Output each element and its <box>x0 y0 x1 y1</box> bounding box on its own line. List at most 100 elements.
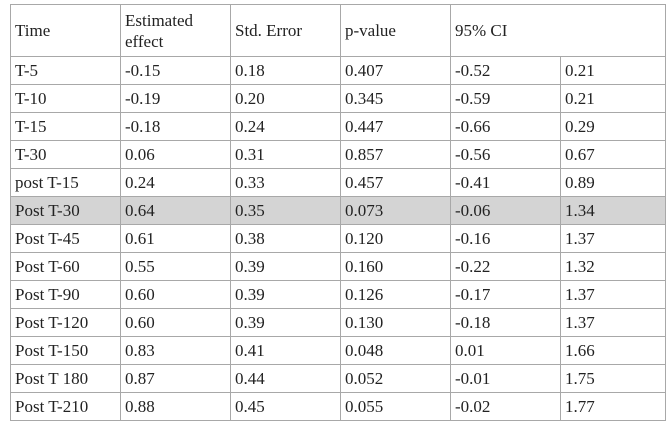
cell-ci-lower: 0.01 <box>450 336 561 365</box>
table-row: T-30 0.06 0.31 0.857 -0.56 0.67 <box>10 140 666 169</box>
cell-time: Post T-45 <box>10 224 121 253</box>
cell-ci-lower: -0.18 <box>450 308 561 337</box>
cell-estimated-effect: -0.19 <box>120 84 231 113</box>
cell-std-error: 0.38 <box>230 224 341 253</box>
cell-std-error: 0.39 <box>230 280 341 309</box>
cell-time: T-30 <box>10 140 121 169</box>
cell-ci-upper: 1.75 <box>560 364 666 393</box>
cell-ci-upper: 1.66 <box>560 336 666 365</box>
cell-ci-upper: 0.21 <box>560 84 666 113</box>
cell-ci-lower: -0.22 <box>450 252 561 281</box>
cell-estimated-effect: 0.06 <box>120 140 231 169</box>
table-row: Post T-30 0.64 0.35 0.073 -0.06 1.34 <box>10 196 666 225</box>
cell-std-error: 0.39 <box>230 308 341 337</box>
cell-estimated-effect: 0.83 <box>120 336 231 365</box>
cell-ci-upper: 0.89 <box>560 168 666 197</box>
cell-ci-upper: 1.37 <box>560 224 666 253</box>
table-row: T-10 -0.19 0.20 0.345 -0.59 0.21 <box>10 84 666 113</box>
cell-estimated-effect: 0.60 <box>120 280 231 309</box>
cell-estimated-effect: 0.64 <box>120 196 231 225</box>
cell-time: Post T 180 <box>10 364 121 393</box>
cell-p-value: 0.120 <box>340 224 451 253</box>
cell-p-value: 0.857 <box>340 140 451 169</box>
cell-ci-lower: -0.59 <box>450 84 561 113</box>
cell-ci-lower: -0.16 <box>450 224 561 253</box>
cell-ci-upper: 1.37 <box>560 308 666 337</box>
header-std-error: Std. Error <box>230 4 341 57</box>
cell-time: T-15 <box>10 112 121 141</box>
results-table-container: Time Estimated effect Std. Error p-value… <box>10 4 666 421</box>
cell-ci-lower: -0.17 <box>450 280 561 309</box>
cell-std-error: 0.44 <box>230 364 341 393</box>
table-row: Post T-60 0.55 0.39 0.160 -0.22 1.32 <box>10 252 666 281</box>
cell-ci-upper: 0.29 <box>560 112 666 141</box>
cell-estimated-effect: 0.60 <box>120 308 231 337</box>
table-row: Post T-90 0.60 0.39 0.126 -0.17 1.37 <box>10 280 666 309</box>
cell-p-value: 0.052 <box>340 364 451 393</box>
table-row: T-15 -0.18 0.24 0.447 -0.66 0.29 <box>10 112 666 141</box>
cell-time: Post T-150 <box>10 336 121 365</box>
cell-time: Post T-210 <box>10 392 121 421</box>
cell-p-value: 0.048 <box>340 336 451 365</box>
cell-std-error: 0.33 <box>230 168 341 197</box>
table-row: Post T-150 0.83 0.41 0.048 0.01 1.66 <box>10 336 666 365</box>
cell-p-value: 0.447 <box>340 112 451 141</box>
cell-p-value: 0.407 <box>340 56 451 85</box>
cell-std-error: 0.39 <box>230 252 341 281</box>
cell-p-value: 0.073 <box>340 196 451 225</box>
header-row: Time Estimated effect Std. Error p-value… <box>10 4 666 57</box>
table-row: Post T-210 0.88 0.45 0.055 -0.02 1.77 <box>10 392 666 421</box>
cell-ci-upper: 0.21 <box>560 56 666 85</box>
cell-estimated-effect: 0.61 <box>120 224 231 253</box>
table-row: T-5 -0.15 0.18 0.407 -0.52 0.21 <box>10 56 666 85</box>
cell-time: Post T-60 <box>10 252 121 281</box>
cell-ci-lower: -0.56 <box>450 140 561 169</box>
cell-estimated-effect: 0.24 <box>120 168 231 197</box>
cell-ci-upper: 1.32 <box>560 252 666 281</box>
cell-ci-upper: 1.34 <box>560 196 666 225</box>
cell-time: T-5 <box>10 56 121 85</box>
cell-std-error: 0.20 <box>230 84 341 113</box>
cell-ci-lower: -0.06 <box>450 196 561 225</box>
cell-estimated-effect: 0.55 <box>120 252 231 281</box>
cell-time: post T-15 <box>10 168 121 197</box>
cell-std-error: 0.24 <box>230 112 341 141</box>
cell-p-value: 0.160 <box>340 252 451 281</box>
cell-estimated-effect: 0.87 <box>120 364 231 393</box>
cell-estimated-effect: -0.15 <box>120 56 231 85</box>
cell-ci-lower: -0.66 <box>450 112 561 141</box>
cell-ci-lower: -0.02 <box>450 392 561 421</box>
cell-std-error: 0.18 <box>230 56 341 85</box>
header-95-ci: 95% CI <box>450 4 666 57</box>
cell-p-value: 0.457 <box>340 168 451 197</box>
cell-std-error: 0.31 <box>230 140 341 169</box>
header-estimated-effect: Estimated effect <box>120 4 231 57</box>
cell-p-value: 0.345 <box>340 84 451 113</box>
cell-estimated-effect: 0.88 <box>120 392 231 421</box>
table-row: Post T-120 0.60 0.39 0.130 -0.18 1.37 <box>10 308 666 337</box>
cell-ci-upper: 1.77 <box>560 392 666 421</box>
header-p-value: p-value <box>340 4 451 57</box>
cell-ci-upper: 0.67 <box>560 140 666 169</box>
header-time: Time <box>10 4 121 57</box>
table-body: Time Estimated effect Std. Error p-value… <box>10 4 666 421</box>
cell-ci-lower: -0.41 <box>450 168 561 197</box>
cell-std-error: 0.41 <box>230 336 341 365</box>
cell-p-value: 0.130 <box>340 308 451 337</box>
table-row: post T-15 0.24 0.33 0.457 -0.41 0.89 <box>10 168 666 197</box>
results-table: Time Estimated effect Std. Error p-value… <box>10 4 666 421</box>
cell-std-error: 0.35 <box>230 196 341 225</box>
cell-ci-lower: -0.52 <box>450 56 561 85</box>
table-row: Post T 180 0.87 0.44 0.052 -0.01 1.75 <box>10 364 666 393</box>
cell-estimated-effect: -0.18 <box>120 112 231 141</box>
cell-time: T-10 <box>10 84 121 113</box>
cell-time: Post T-90 <box>10 280 121 309</box>
cell-p-value: 0.126 <box>340 280 451 309</box>
cell-ci-lower: -0.01 <box>450 364 561 393</box>
cell-p-value: 0.055 <box>340 392 451 421</box>
cell-time: Post T-120 <box>10 308 121 337</box>
cell-std-error: 0.45 <box>230 392 341 421</box>
cell-ci-upper: 1.37 <box>560 280 666 309</box>
table-row: Post T-45 0.61 0.38 0.120 -0.16 1.37 <box>10 224 666 253</box>
cell-time: Post T-30 <box>10 196 121 225</box>
